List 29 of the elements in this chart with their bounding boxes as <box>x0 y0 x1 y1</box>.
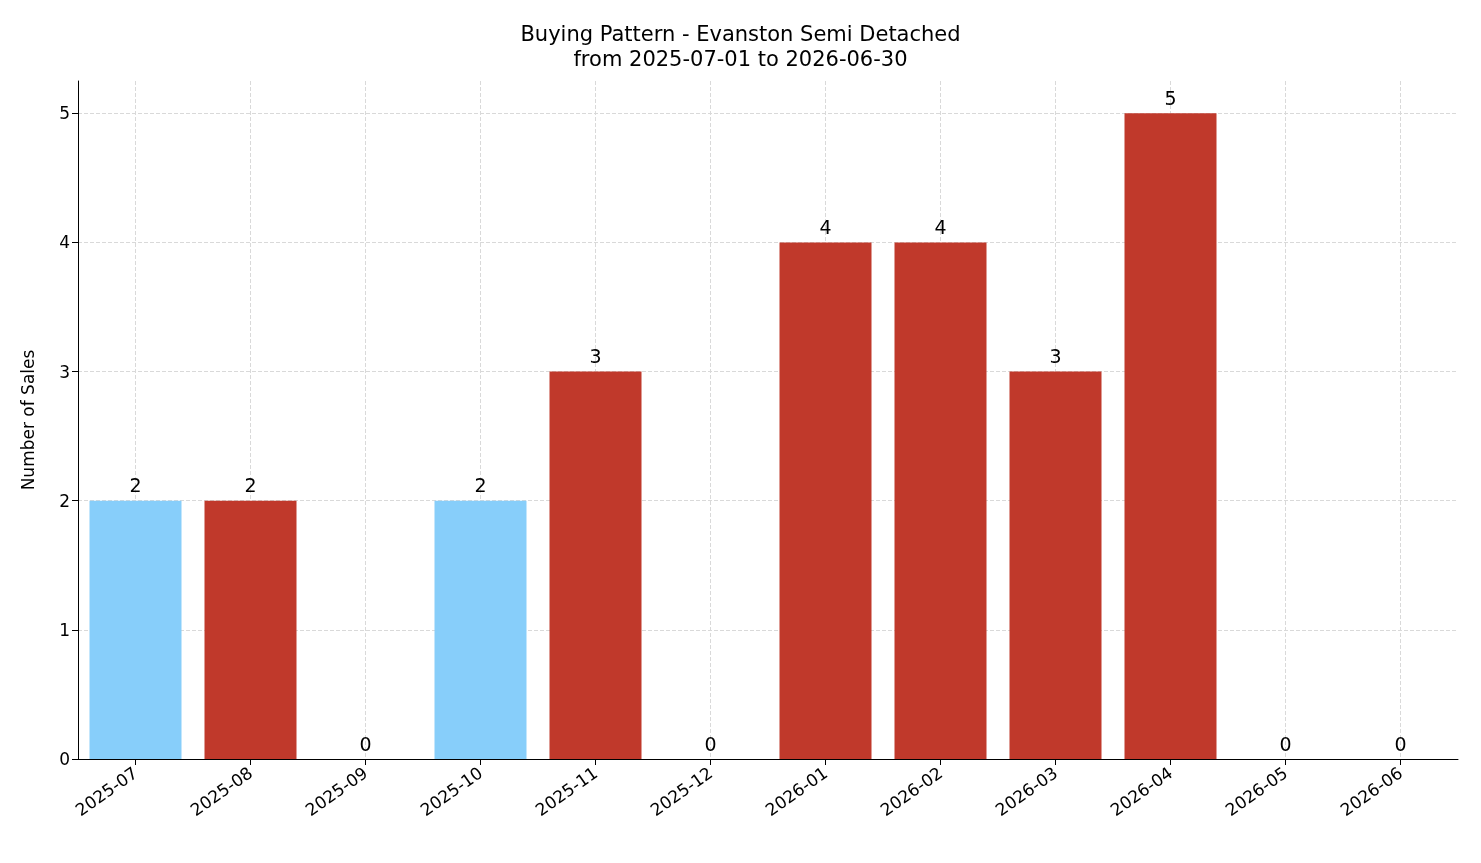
y-axis-title: Number of Sales <box>17 349 38 491</box>
y-tick-label: 3 <box>59 361 70 382</box>
bar <box>434 500 527 759</box>
data-label: 2 <box>244 474 257 497</box>
data-label: 3 <box>1049 345 1062 368</box>
bar <box>89 500 182 759</box>
bar <box>779 242 872 759</box>
chart-subtitle: from 2025-07-01 to 2026-06-30 <box>573 46 908 71</box>
bar <box>204 500 297 759</box>
y-tick-label: 4 <box>59 232 70 253</box>
data-label: 4 <box>819 215 832 238</box>
data-label: 3 <box>589 345 602 368</box>
y-tick-label: 2 <box>59 490 70 511</box>
bar <box>1009 371 1102 759</box>
y-tick-label: 5 <box>59 103 70 124</box>
data-label: 4 <box>934 215 947 238</box>
data-label: 0 <box>704 732 717 755</box>
chart-title: Buying Pattern - Evanston Semi Detached <box>520 21 961 46</box>
data-label: 0 <box>359 732 372 755</box>
y-tick-label: 0 <box>59 749 70 769</box>
data-label: 2 <box>474 474 487 497</box>
y-tick-label: 1 <box>59 619 70 640</box>
data-label: 5 <box>1164 86 1177 109</box>
data-label: 0 <box>1279 732 1292 755</box>
data-label: 2 <box>129 474 142 497</box>
bar <box>549 371 642 759</box>
bar <box>894 242 987 759</box>
data-label: 0 <box>1394 732 1407 755</box>
bar <box>1124 113 1217 759</box>
